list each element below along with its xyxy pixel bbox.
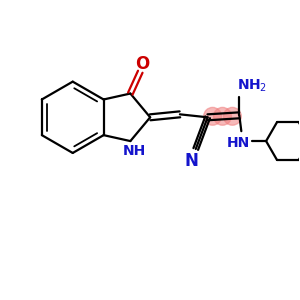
Text: O: O xyxy=(135,55,149,73)
Text: NH$_2$: NH$_2$ xyxy=(237,77,267,94)
Circle shape xyxy=(224,107,241,125)
Circle shape xyxy=(204,107,221,125)
Circle shape xyxy=(214,107,231,125)
Text: HN: HN xyxy=(227,136,250,150)
Text: N: N xyxy=(185,152,199,170)
Text: NH: NH xyxy=(123,144,146,158)
